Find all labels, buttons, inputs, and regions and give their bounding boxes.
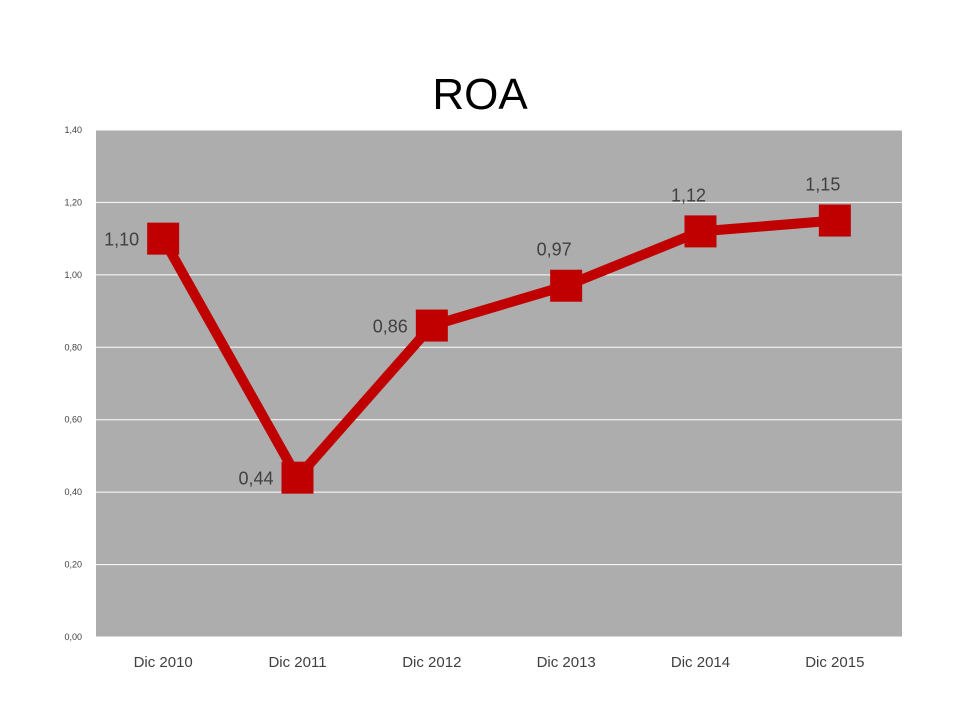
x-tick-label: Dic 2014: [671, 654, 730, 671]
data-point-marker: [550, 269, 583, 302]
y-tick-label: 0,60: [64, 415, 82, 425]
y-axis-ticks: 0,00 0,20 0,40 0,60 0,80 1,00 1,20 1,40: [64, 125, 82, 642]
gridlines: [96, 129, 902, 638]
series-line: [158, 215, 836, 483]
series: [147, 204, 851, 494]
x-tick-label: Dic 2013: [537, 654, 596, 671]
x-tick-label: Dic 2012: [402, 654, 461, 671]
data-point-marker: [415, 309, 448, 342]
data-label: 0,44: [238, 469, 273, 489]
x-axis-ticks: Dic 2010 Dic 2011 Dic 2012 Dic 2013 Dic 2014…: [134, 654, 865, 671]
x-tick-label: Dic 2015: [805, 654, 864, 671]
data-point-marker: [281, 461, 314, 494]
y-tick-label: 0,20: [64, 560, 82, 570]
data-labels: 1,10 0,44 0,86 0,97 1,12 1,15: [104, 175, 840, 489]
x-tick-label: Dic 2011: [268, 654, 326, 671]
y-tick-label: 0,80: [64, 342, 82, 352]
x-tick-label: Dic 2010: [134, 654, 193, 671]
data-label: 1,10: [104, 230, 139, 250]
data-label: 1,15: [805, 175, 840, 195]
y-tick-label: 1,40: [64, 125, 82, 135]
data-point-marker: [818, 204, 851, 237]
data-label: 1,12: [671, 185, 706, 205]
y-tick-label: 1,20: [64, 197, 82, 207]
y-tick-label: 0,00: [64, 632, 82, 642]
data-label: 0,97: [537, 240, 572, 260]
data-label: 0,86: [373, 317, 408, 337]
data-point-marker: [684, 215, 717, 248]
plot-area: [96, 130, 902, 637]
y-tick-label: 1,00: [64, 270, 82, 280]
data-point-marker: [147, 222, 180, 255]
chart-title: ROA: [432, 70, 528, 119]
y-tick-label: 0,40: [64, 487, 82, 497]
